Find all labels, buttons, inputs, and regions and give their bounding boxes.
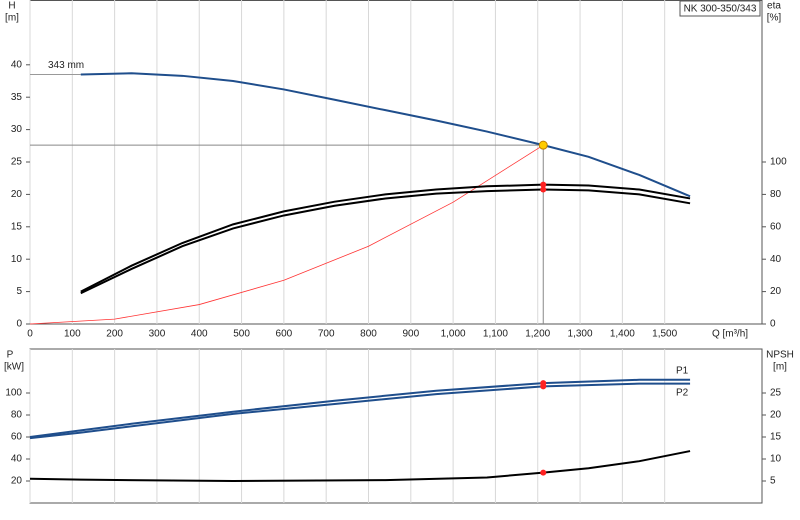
legend-label: P2 [676,387,689,398]
x-tick-label: 1,300 [568,329,593,340]
legend-label: P1 [676,365,689,376]
x-tick-label: 700 [318,329,335,340]
y-tick-label: 40 [11,59,23,70]
x-tick-label: 500 [233,329,250,340]
y2-unit: [m] [773,362,787,373]
operating-point [540,181,547,188]
operating-point [540,186,547,193]
x-tick-label: 800 [360,329,377,340]
series-line [80,72,691,198]
x-tick-label: 600 [276,329,293,340]
y-tick-label: 60 [11,432,23,443]
series-line [29,382,691,440]
y-label: P [7,350,14,361]
x-label: Q [m³/h] [712,329,748,340]
y2-tick-label: 5 [770,476,776,487]
y-unit: [m] [5,13,19,24]
y2-label: eta [767,1,781,12]
y2-tick-label: 60 [770,221,782,232]
y-label: H [8,1,15,12]
series-line [80,188,691,295]
y2-tick-label: 10 [770,454,782,465]
y-tick-label: 100 [5,388,22,399]
y-tick-label: 10 [11,254,23,265]
y-unit: [kW] [4,362,24,373]
y2-label: NPSH [766,350,794,361]
x-tick-label: 1,000 [441,329,466,340]
y2-tick-label: 100 [770,157,787,168]
chart-title: NK 300-350/343 [684,4,757,15]
y-tick-label: 20 [11,189,23,200]
y2-tick-label: 20 [770,286,782,297]
title-box [679,0,761,17]
y-tick-label: 5 [16,286,22,297]
series-line [80,183,691,293]
y2-unit: [%] [767,13,782,24]
y-tick-label: 35 [11,92,23,103]
y2-tick-label: 40 [770,254,782,265]
y-tick-label: 80 [11,410,23,421]
x-tick-label: 0 [27,329,33,340]
annotation: 343 mm [48,60,84,71]
x-tick-label: 1,200 [525,329,550,340]
x-tick-label: 1,100 [483,329,508,340]
series-line [29,450,691,483]
x-tick-label: 400 [191,329,208,340]
y-tick-label: 0 [16,319,22,330]
series-line [29,378,691,438]
y2-tick-label: 20 [770,410,782,421]
y2-tick-label: 0 [770,319,776,330]
operating-point [540,469,547,476]
duty-point [538,140,548,150]
y-tick-label: 40 [11,454,23,465]
y2-tick-label: 15 [770,432,782,443]
y2-tick-label: 25 [770,388,782,399]
operating-point [540,383,547,390]
y-tick-label: 30 [11,124,23,135]
x-tick-label: 100 [64,329,81,340]
y-tick-label: 15 [11,221,23,232]
series-line [29,144,544,325]
x-tick-label: 900 [402,329,419,340]
y2-tick-label: 80 [770,189,782,200]
x-tick-label: 1,400 [610,329,635,340]
y-tick-label: 20 [11,476,23,487]
x-tick-label: 1,500 [652,329,677,340]
y-tick-label: 25 [11,157,23,168]
x-tick-label: 200 [106,329,123,340]
x-tick-label: 300 [149,329,166,340]
